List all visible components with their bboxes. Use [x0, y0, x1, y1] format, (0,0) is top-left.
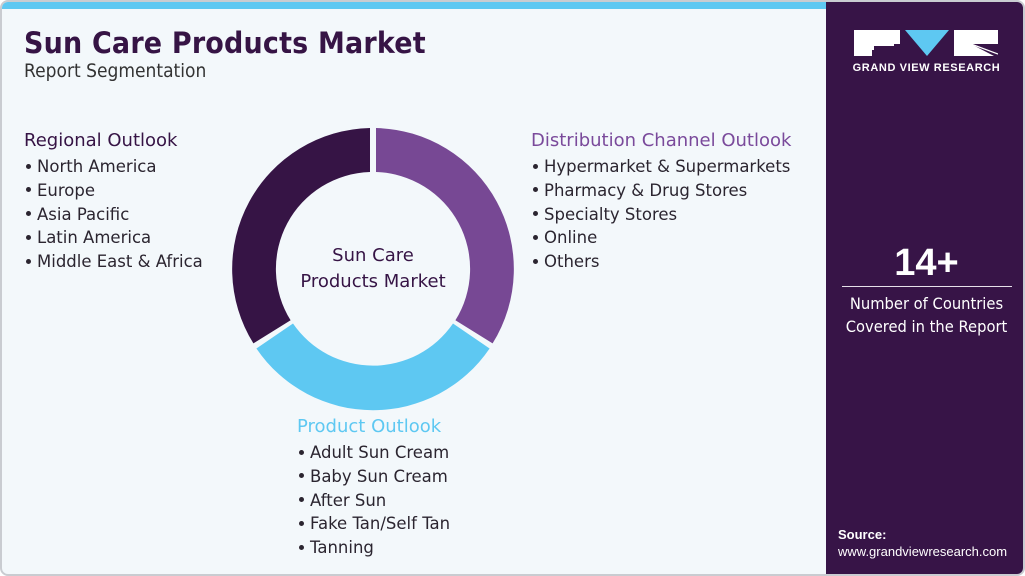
- segmentation-donut: [232, 128, 514, 411]
- bullet-icon: [533, 163, 538, 169]
- distribution-outlook-list: Hypermarket & Supermarkets Pharmacy & Dr…: [531, 155, 791, 274]
- donut-segment-regional: [232, 128, 370, 344]
- list-item: Fake Tan/Self Tan: [297, 512, 450, 536]
- bullet-icon: [533, 211, 538, 217]
- bullet-icon: [533, 187, 538, 193]
- source-label: Source:: [838, 527, 887, 542]
- distribution-outlook-heading: Distribution Channel Outlook: [531, 130, 792, 151]
- list-item: Europe: [24, 179, 203, 203]
- list-item: North America: [24, 155, 203, 179]
- list-item: Tanning: [297, 536, 450, 560]
- bullet-icon: [299, 473, 304, 479]
- list-item: Pharmacy & Drug Stores: [531, 179, 791, 203]
- list-item: Hypermarket & Supermarkets: [531, 155, 791, 179]
- side-panel: [826, 2, 1023, 574]
- regional-outlook-section: Regional Outlook North America Europe As…: [24, 130, 203, 274]
- list-item: Middle East & Africa: [24, 250, 203, 274]
- product-outlook-heading: Product Outlook: [297, 416, 442, 437]
- regional-outlook-list: North America Europe Asia Pacific Latin …: [24, 155, 203, 274]
- list-item: After Sun: [297, 489, 450, 513]
- bullet-icon: [299, 497, 304, 503]
- page-subtitle: Report Segmentation: [24, 60, 207, 82]
- list-item: Asia Pacific: [24, 203, 203, 227]
- page-title: Sun Care Products Market: [24, 26, 426, 60]
- list-item: Online: [531, 226, 791, 250]
- product-outlook-section: Product Outlook Adult Sun Cream Baby Sun…: [297, 416, 450, 560]
- countries-label: Number of Countries Covered in the Repor…: [845, 294, 1008, 336]
- bullet-icon: [533, 258, 538, 264]
- source-url-link[interactable]: www.grandviewresearch.com: [838, 544, 1008, 559]
- grand-view-research-logo-icon: [854, 30, 998, 56]
- list-item: Latin America: [24, 226, 203, 250]
- bullet-icon: [533, 234, 538, 240]
- stat-divider: [842, 286, 1012, 287]
- donut-segment-distribution: [376, 128, 514, 344]
- bullet-icon: [299, 520, 304, 526]
- bullet-icon: [26, 258, 31, 264]
- bullet-icon: [26, 234, 31, 240]
- product-outlook-list: Adult Sun Cream Baby Sun Cream After Sun…: [297, 441, 450, 560]
- countries-count: 14+: [894, 242, 959, 284]
- regional-outlook-heading: Regional Outlook: [24, 130, 178, 151]
- list-item: Baby Sun Cream: [297, 465, 450, 489]
- distribution-outlook-section: Distribution Channel Outlook Hypermarket…: [531, 130, 791, 274]
- logo-text: GRAND VIEW RESEARCH: [852, 62, 1001, 74]
- bullet-icon: [26, 163, 31, 169]
- list-item: Adult Sun Cream: [297, 441, 450, 465]
- list-item: Specialty Stores: [531, 203, 791, 227]
- bullet-icon: [26, 187, 31, 193]
- list-item: Others: [531, 250, 791, 274]
- bullet-icon: [299, 449, 304, 455]
- top-accent-bar: [2, 2, 826, 9]
- bullet-icon: [299, 544, 304, 550]
- donut-segment-product: [256, 323, 490, 411]
- donut-center-label: Sun Care Products Market: [300, 245, 446, 292]
- bullet-icon: [26, 211, 31, 217]
